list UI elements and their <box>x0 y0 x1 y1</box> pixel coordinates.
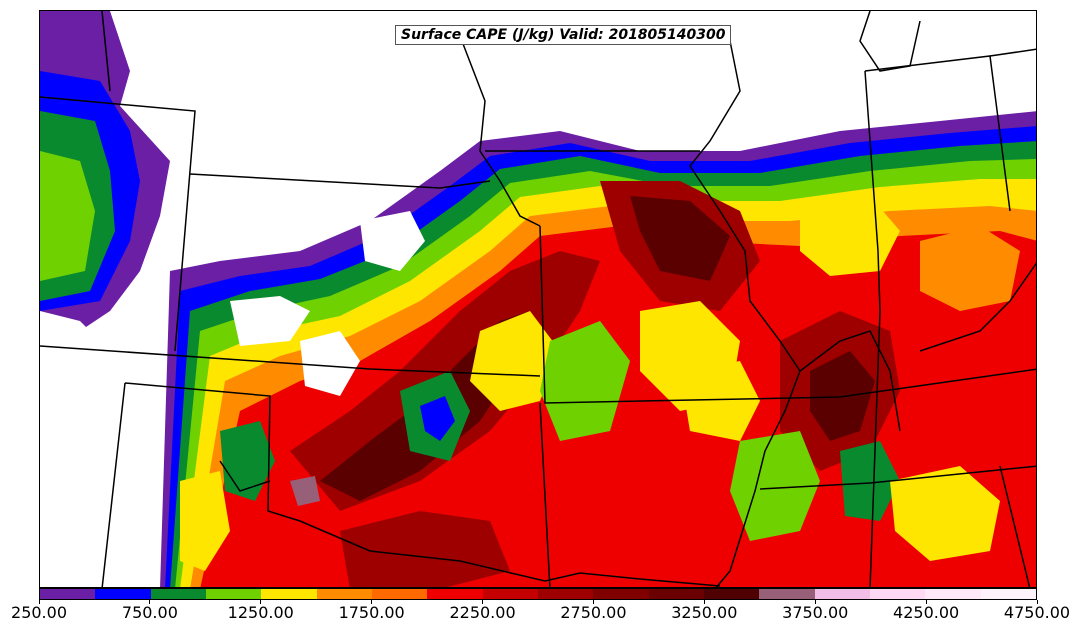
colorbar-tick-label: 4750.00 <box>1003 603 1071 622</box>
cape-contour-map <box>40 11 1036 587</box>
map-title: Surface CAPE (J/kg) Valid: 201805140300 <box>395 25 732 45</box>
colorbar-segment <box>703 589 760 599</box>
colorbar-segment <box>316 589 372 599</box>
colorbar-segment <box>980 589 1036 599</box>
colorbar-tick-label: 250.00 <box>11 603 67 622</box>
colorbar-segment <box>371 589 428 599</box>
boundary-lines <box>40 11 1036 587</box>
colorbar-tick <box>371 600 373 604</box>
cape-fill-layer <box>40 11 1036 587</box>
colorbar-tick-label: 1250.00 <box>227 603 294 622</box>
colorbar-tick <box>814 600 816 604</box>
colorbar-tick-label: 3250.00 <box>671 603 738 622</box>
colorbar-tick-label: 1750.00 <box>338 603 405 622</box>
colorbar-segment <box>482 589 538 599</box>
colorbar-tick <box>925 600 927 604</box>
colorbar-segment <box>814 589 870 599</box>
colorbar-segment <box>205 589 262 599</box>
colorbar-tick <box>38 600 40 604</box>
colorbar-segment <box>593 589 649 599</box>
colorbar-segment <box>648 589 704 599</box>
colorbar-segment <box>537 589 594 599</box>
colorbar-tick <box>1036 600 1038 604</box>
colorbar-tick <box>149 600 151 604</box>
colorbar-segment <box>869 589 926 599</box>
colorbar-tick-label: 3750.00 <box>782 603 849 622</box>
colorbar-tick <box>703 600 705 604</box>
colorbar-tick <box>260 600 262 604</box>
colorbar-tick <box>592 600 594 604</box>
colorbar-segment <box>427 589 483 599</box>
colorbar-tick-label: 2250.00 <box>449 603 516 622</box>
colorbar-tick-label: 750.00 <box>121 603 178 622</box>
colorbar-segment <box>150 589 206 599</box>
colorbar-segment <box>759 589 815 599</box>
colorbar-tick-label: 4250.00 <box>893 603 960 622</box>
colorbar-tick <box>482 600 484 604</box>
colorbar <box>39 588 1037 600</box>
colorbar-segment <box>261 589 317 599</box>
colorbar-segment <box>95 589 151 599</box>
colorbar-tick-label: 2750.00 <box>560 603 627 622</box>
colorbar-segment <box>40 589 96 599</box>
cape-map: Surface CAPE (J/kg) Valid: 201805140300 <box>39 10 1037 588</box>
colorbar-segment <box>925 589 981 599</box>
